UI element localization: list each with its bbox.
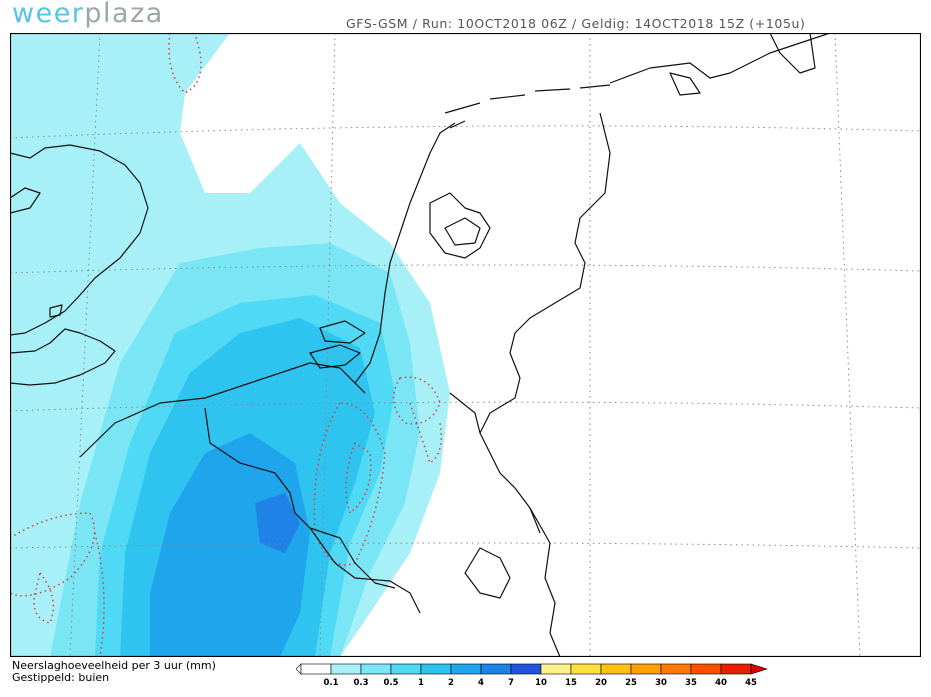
precip-band-light-2 <box>80 33 140 153</box>
german-islands <box>669 72 701 96</box>
run-info: GFS-GSM / Run: 10OCT2018 06Z / Geldig: 1… <box>346 16 806 31</box>
england-inner <box>10 187 41 214</box>
belgium-border <box>204 407 396 589</box>
legend-text: Neerslaghoeveelheid per 3 uur (mm) Gesti… <box>12 660 216 684</box>
belgium-germany-border <box>449 392 481 434</box>
colorbar-swatch <box>450 663 482 675</box>
flevoland <box>444 217 481 246</box>
colorbar-tick-label: 7 <box>508 678 514 688</box>
colorbar-swatch <box>720 663 752 675</box>
france-coast <box>79 362 366 458</box>
colorbar-start <box>296 663 302 675</box>
colorbar-end <box>750 663 769 675</box>
colorbar-swatch <box>690 663 722 675</box>
colorbar-tick-label: 30 <box>655 678 667 688</box>
colorbar-swatch <box>360 663 392 675</box>
colorbar-tick-label: 15 <box>565 678 577 688</box>
colorbar-tick-label: 0.3 <box>353 678 368 688</box>
colorbar-swatch <box>480 663 512 675</box>
coastlines-and-borders <box>10 33 831 657</box>
colorbar-tick-label: 25 <box>625 678 637 688</box>
precip-core <box>255 493 300 553</box>
colorbar-tick-label: 45 <box>745 678 757 688</box>
england-coast <box>10 144 149 336</box>
dutch-german-border <box>479 112 611 534</box>
colorbar-swatch <box>510 663 542 675</box>
legend-title: Neerslaghoeveelheid per 3 uur (mm) <box>12 659 216 672</box>
colorbar-swatch <box>630 663 662 675</box>
graticule <box>10 33 921 657</box>
england-south-coast <box>10 328 116 386</box>
netherlands-coast <box>354 122 456 384</box>
wadden-islands <box>444 84 611 129</box>
colorbar-tick-label: 0.1 <box>323 678 338 688</box>
colorbar-tick-label: 10 <box>535 678 547 688</box>
colorbar-swatch <box>660 663 692 675</box>
precip-band-heavier <box>150 433 310 657</box>
denmark-coast <box>769 33 816 74</box>
colorbar-swatch <box>600 663 632 675</box>
zeeland-islands <box>309 320 366 369</box>
germany-france-south <box>529 507 561 657</box>
colorbar-tick-label: 4 <box>478 678 484 688</box>
ijsselmeer <box>429 192 491 259</box>
colorbar-tick-label: 40 <box>715 678 727 688</box>
channel-islands <box>49 304 63 318</box>
colorbar-swatch <box>540 663 572 675</box>
colorbar-tick-label: 1 <box>418 678 424 688</box>
colorbar-swatch <box>330 663 362 675</box>
colorbar-tick-label: 2 <box>448 678 454 688</box>
colorbar-swatch <box>570 663 602 675</box>
germany-north-coast <box>609 33 831 84</box>
colorbar-swatch <box>420 663 452 675</box>
legend-subtitle: Gestippeld: buien <box>12 671 110 684</box>
colorbar-swatch <box>390 663 422 675</box>
luxembourg-border <box>464 547 511 599</box>
precipitation-colorbar: 0.1 0.3 0.5 1 2 4 7 10 15 20 25 30 35 40 45 <box>296 663 769 688</box>
colorbar-tick-label: 35 <box>685 678 697 688</box>
weerplaza-logo: weerplaza <box>12 0 164 29</box>
precipitation-fields <box>10 33 450 657</box>
colorbar-swatch <box>300 663 332 675</box>
france-germany-border <box>309 527 421 614</box>
precipitation-map <box>10 33 921 657</box>
colorbar-tick-label: 0.5 <box>383 678 398 688</box>
colorbar-tick-label: 20 <box>595 678 607 688</box>
